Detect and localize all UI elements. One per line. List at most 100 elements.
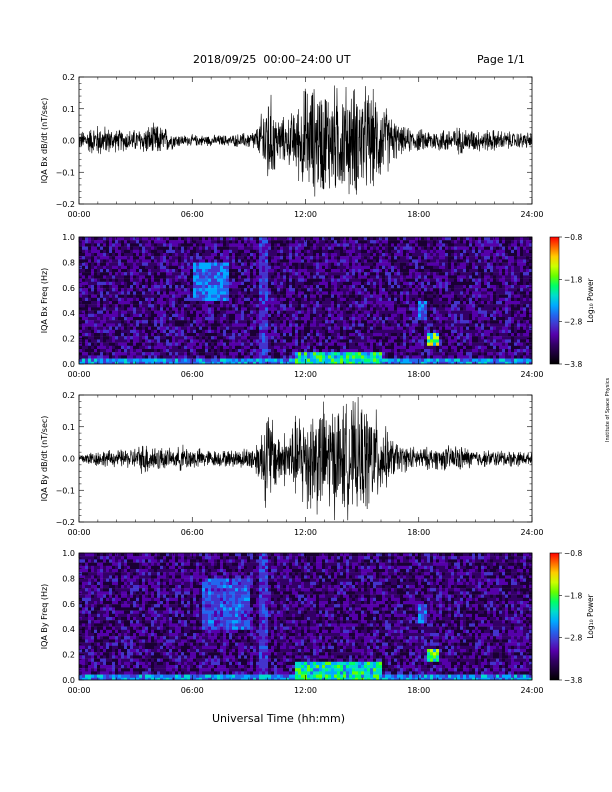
spectrogram-cell [79,294,83,298]
spectrogram-cell [268,249,272,254]
spectrogram-cell [181,246,185,250]
spectrogram-cell [322,272,326,276]
spectrogram-cell [412,329,416,334]
spectrogram-cell [202,291,206,295]
spectrogram-cell [364,304,368,308]
spectrogram-cell [154,243,158,247]
spectrogram-cell [229,317,233,321]
spectrogram-cell [130,259,134,263]
spectrogram-cell [157,333,161,337]
spectrogram-cell [379,275,383,279]
spectrogram-cell [286,269,290,273]
spectrogram-cell [400,307,404,311]
spectrogram-cell [103,326,107,330]
spectrogram-cell [151,313,155,318]
spectrogram-cell [367,240,371,244]
spectrogram-cell [406,323,410,327]
spectrogram-cell [502,320,506,324]
spectrogram-cell [475,291,479,295]
spectrogram-cell [229,240,233,244]
spectrogram-cell [445,329,449,334]
spectrogram-cell [94,329,98,334]
spectrogram-cell [358,336,362,340]
spectrogram-cell [106,265,110,270]
spectrogram-cell [499,240,503,244]
spectrogram-cell [199,272,203,276]
spectrogram-cell [148,313,152,318]
spectrogram-cell [238,291,242,295]
spectrogram-cell [514,246,518,250]
spectrogram-cell [151,275,155,279]
spectrogram-cell [259,336,263,340]
spectrogram-cell [121,333,125,337]
spectrogram-cell [346,272,350,276]
spectrogram-cell [175,272,179,276]
spectrogram-cell [139,310,143,314]
spectrogram-cell [181,275,185,279]
spectrogram-cell [490,265,494,270]
spectrogram-cell [220,304,224,308]
spectrogram-cell [301,288,305,292]
spectrogram-cell [283,240,287,244]
spectrogram-cell [322,240,326,244]
spectrogram-cell [475,249,479,254]
spectrogram-cell [100,310,104,314]
spectrogram-cell [217,272,221,276]
spectrogram-cell [85,294,89,298]
spectrogram-cell [319,297,323,302]
spectrogram-cell [82,288,86,292]
spectrogram-cell [160,294,164,298]
spectrogram-cell [358,240,362,244]
spectrogram-cell [175,288,179,292]
spectrogram-cell [214,339,218,343]
spectrogram-cell [463,294,467,298]
spectrogram-cell [406,249,410,254]
spectrogram-cell [388,333,392,337]
spectrogram-cell [283,294,287,298]
spectrogram-cell [241,275,245,279]
spectrogram-cell [352,243,356,247]
spectrogram-cell [85,256,89,260]
spectrogram-cell [322,285,326,289]
spectrogram-cell [220,272,224,276]
spectrogram-cell [514,294,518,298]
spectrogram-cell [184,240,188,244]
spectrogram-cell [202,307,206,311]
spectrogram-cell [160,304,164,308]
spectrogram-cell [97,317,101,321]
spectrogram-cell [97,249,101,254]
spectrogram-cell [454,275,458,279]
spectrogram-cell [178,275,182,279]
spectrogram-cell [304,304,308,308]
spectrogram-cell [160,323,164,327]
spectrogram-cell [340,281,344,286]
spectrogram-cell [148,278,152,282]
spectrogram-cell [451,275,455,279]
spectrogram-cell [172,285,176,289]
spectrogram-cell [205,256,209,260]
spectrogram-cell [295,272,299,276]
spectrogram-cell [370,326,374,330]
spectrogram-cell [217,336,221,340]
spectrogram-cell [211,339,215,343]
spectrogram-cell [85,259,89,263]
spectrogram-cell [217,240,221,244]
spectrogram-cell [391,320,395,324]
spectrogram-cell [358,278,362,282]
spectrogram-cell [340,237,344,241]
spectrogram-cell [223,323,227,327]
spectrogram-cell [307,256,311,260]
spectrogram-cell [343,288,347,292]
spectrogram-cell [388,336,392,340]
spectrogram-cell [136,243,140,247]
spectrogram-cell [442,320,446,324]
spectrogram-cell [361,294,365,298]
spectrogram-cell [301,285,305,289]
spectrogram-cell [94,294,98,298]
spectrogram-cell [187,262,191,266]
spectrogram-cell [142,278,146,282]
spectrogram-cell [235,240,239,244]
spectrogram-cell [391,246,395,250]
spectrogram-cell [451,259,455,263]
spectrogram-cell [226,301,230,305]
